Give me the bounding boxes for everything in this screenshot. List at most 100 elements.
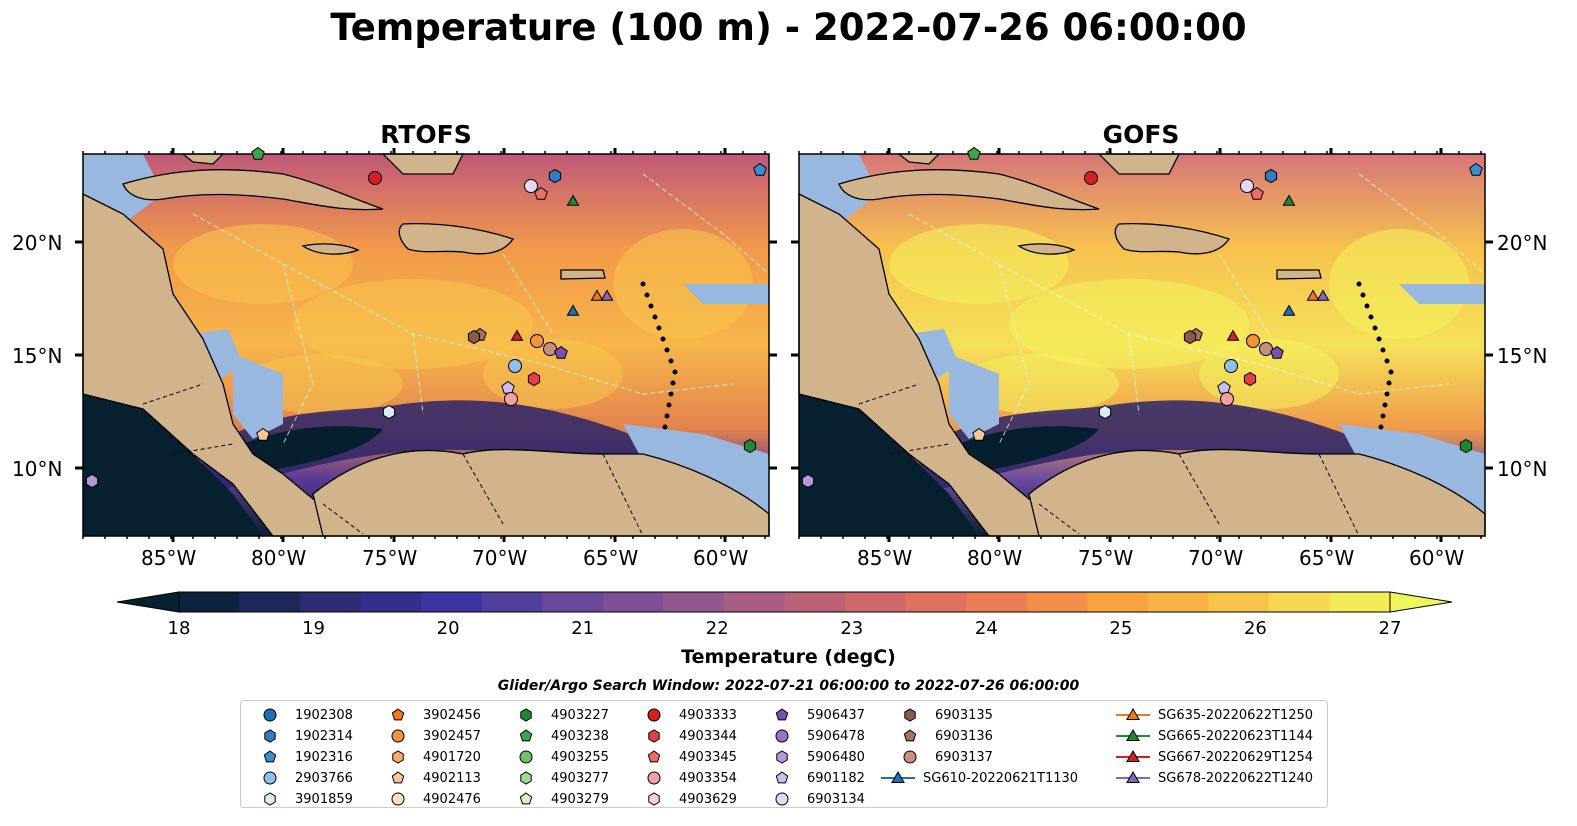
hexagon-icon [520,771,532,785]
colorbar-segment [966,592,1028,612]
legend: 1902308 1902314 1902316 2903766 3901859 39024… [240,700,1328,808]
hexagon-icon [648,729,660,743]
lon-label-rtofs-65: 65°W [583,546,639,570]
legend-marker [520,771,532,785]
legend-item-SG635-20220622T1250: SG635-20220622T1250 [1116,706,1313,724]
legend-item-4903255: 4903255 [509,748,609,766]
marker-SG678-20220622T1240 [600,289,614,301]
legend-label: 6901182 [807,770,865,786]
legend-marker [391,729,405,743]
marker-2903766 [1224,359,1238,373]
colorbar-segment [542,592,604,612]
legend-label: 4903344 [679,728,737,744]
warm-patch [173,224,353,304]
lat-label-left-15: 15°N [12,344,63,368]
legend-marker [776,750,788,764]
lon-label-rtofs-80: 80°W [251,546,307,570]
legend-label: 1902314 [295,728,353,744]
colorbar-segment [663,592,725,612]
colorbar-segment [421,592,483,612]
pentagon-icon [519,792,533,805]
legend-label: SG635-20220622T1250 [1158,707,1314,723]
colorbar-segment [723,592,785,612]
colorbar-tick-23: 23 [840,618,864,639]
country-border [1318,453,1360,537]
lon-label-gofs-75: 75°W [1078,546,1134,570]
island [668,391,674,397]
island [1380,347,1386,353]
map-panel-gofs [791,146,1493,542]
warm-patch [293,279,533,369]
circle-icon [391,792,405,806]
land-jamaica [1017,243,1076,255]
legend-item-SG665-20220623T1144: SG665-20220623T1144 [1116,727,1313,745]
lon-label-gofs-65: 65°W [1299,546,1355,570]
legend-label: 5906437 [807,707,865,723]
colorbar-segment [239,592,301,612]
legend-label: 6903137 [935,749,993,765]
legend-item-4903344: 4903344 [637,727,737,745]
legend-label: 4903354 [679,770,737,786]
colorbar-tick-22: 22 [705,618,729,639]
legend-item-4902113: 4902113 [381,769,481,787]
lat-label-right-15: 15°N [1497,344,1548,368]
marker-SG678-20220622T1240 [1316,289,1330,301]
legend-label: SG678-20220622T1240 [1158,770,1314,786]
legend-item-4903354: 4903354 [637,769,737,787]
colorbar-segment [360,592,422,612]
island [666,402,672,408]
legend-item-4903629: 4903629 [637,790,737,808]
legend-item-1902314: 1902314 [253,727,353,745]
island [1378,424,1384,430]
pentagon-icon [903,729,917,742]
cold-core [243,426,383,474]
pacific-ocean [799,394,979,536]
circle-icon [391,729,405,743]
colorbar-tick-20: 20 [436,618,460,639]
lat-label-left-10: 10°N [12,457,63,481]
pentagon-icon [263,750,277,763]
legend-label: 6903136 [935,728,993,744]
island [1382,402,1388,408]
legend-label: 5906478 [807,728,865,744]
colorbar-segment [1147,592,1209,612]
marker-SG635-20220622T1250 [1306,289,1320,301]
legend-label: 1902316 [295,749,353,765]
island [1388,369,1394,375]
legend-marker [263,750,277,763]
island [640,281,646,287]
legend-label: 4902476 [423,791,481,807]
island [1380,413,1386,419]
country-border [322,503,364,535]
circle-icon [775,792,789,806]
legend-marker [903,750,917,764]
island [1368,314,1374,320]
circle-icon [775,729,789,743]
pentagon-icon [391,771,405,784]
land-jamaica [301,243,360,255]
legend-marker [264,792,276,806]
figure-title: Temperature (100 m) - 2022-07-26 06:00:0… [330,6,1247,49]
marker-2903766 [508,359,522,373]
legend-marker [904,708,916,722]
marker-6903137 [1259,342,1273,356]
land-central-america [82,192,344,537]
legend-marker [519,792,533,805]
island [652,314,658,320]
marker-5906437 [554,345,568,359]
triangle-line-icon [1116,771,1150,783]
legend-marker [647,708,661,722]
colorbar-tick-18: 18 [167,618,191,639]
legend-item-6901182: 6901182 [765,769,865,787]
shallow-shelf [683,284,769,304]
marker-4903344 [527,371,541,387]
legend-label: 3902456 [423,707,481,723]
legend-marker [648,729,660,743]
marker-SG667-20220629T1254 [510,329,524,341]
colorbar-tick-21: 21 [571,618,595,639]
marker-4903227 [1459,438,1473,454]
colorbar-segment [905,592,967,612]
hexagon-icon [776,750,788,764]
marker-4903344 [1243,371,1257,387]
marker-6903135 [1183,329,1197,345]
